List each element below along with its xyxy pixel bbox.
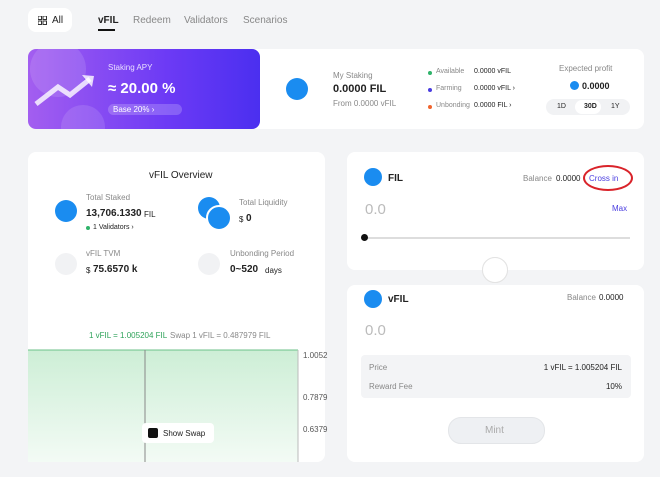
stat-value: 13,706.1330 bbox=[86, 208, 142, 219]
tab-underline bbox=[98, 29, 115, 31]
overview-title: vFIL Overview bbox=[149, 170, 213, 181]
apy-label: Staking APY bbox=[108, 63, 153, 72]
token: vFIL bbox=[388, 294, 409, 305]
balance: 0.0000 bbox=[599, 293, 624, 302]
clock-icon bbox=[198, 253, 220, 275]
axis-label: 0.6379 bbox=[303, 425, 328, 434]
stat-value: 0~520 bbox=[230, 264, 259, 275]
my-staking-label: My Staking bbox=[333, 71, 373, 80]
my-staking-from: From 0.0000 vFIL bbox=[333, 99, 397, 108]
stat-prefix: $ bbox=[86, 266, 91, 275]
highlight-ring bbox=[583, 165, 633, 191]
switch-button[interactable] bbox=[482, 257, 508, 283]
axis-label: 0.7879 bbox=[303, 393, 328, 402]
tab[interactable]: vFIL bbox=[98, 15, 119, 26]
status-dot bbox=[428, 71, 432, 75]
stat-prefix: $ bbox=[239, 215, 244, 224]
balance-label: Balance bbox=[567, 293, 596, 302]
amount-output: 0.0 bbox=[365, 322, 386, 339]
stat-label: Total Liquidity bbox=[239, 198, 288, 207]
axis-label: 1.0052 bbox=[303, 351, 328, 360]
toggle-box[interactable] bbox=[142, 423, 214, 443]
staking-card bbox=[249, 49, 644, 129]
validators-link[interactable]: 1 Validators › bbox=[93, 224, 134, 231]
fil-dot bbox=[570, 81, 579, 90]
stat-unit: days bbox=[265, 266, 282, 275]
tab[interactable]: Redeem bbox=[133, 15, 171, 26]
vfil-icon bbox=[364, 290, 382, 308]
cross-in-link[interactable]: Cross in bbox=[589, 174, 619, 183]
tab[interactable]: Validators bbox=[184, 15, 228, 26]
max-button[interactable]: Max bbox=[612, 204, 628, 213]
stat-label: Total Staked bbox=[86, 193, 131, 202]
fil-icon bbox=[364, 168, 382, 186]
detail-label: Price bbox=[369, 363, 388, 372]
stat-unit: FIL bbox=[144, 210, 156, 219]
period[interactable]: 1Y bbox=[611, 103, 620, 110]
rate-label: 1 vFIL = 1.005204 FIL bbox=[89, 331, 168, 340]
banner-art bbox=[30, 49, 105, 129]
stat-value: 0 bbox=[246, 213, 252, 224]
detail-label: Reward Fee bbox=[369, 382, 413, 391]
mint-button[interactable] bbox=[448, 417, 545, 444]
slider-track[interactable] bbox=[364, 237, 630, 239]
stat-label: Unbonding Period bbox=[230, 249, 295, 258]
profit-label: Expected profit bbox=[559, 64, 613, 73]
toggle-label[interactable]: Show Swap bbox=[163, 429, 206, 438]
row-value: 0.0000 vFIL bbox=[474, 68, 511, 75]
amount-input[interactable]: 0.0 bbox=[365, 201, 386, 218]
details-box bbox=[361, 355, 631, 398]
row-label: Farming bbox=[436, 85, 462, 92]
stat-value: 75.6570 k bbox=[93, 264, 138, 275]
fil-icon bbox=[55, 200, 77, 222]
vfil-icon bbox=[206, 205, 232, 231]
period[interactable]: 1D bbox=[557, 103, 566, 110]
balance-label: Balance bbox=[523, 174, 552, 183]
mint-label[interactable]: Mint bbox=[485, 425, 504, 436]
slider-thumb[interactable] bbox=[361, 234, 368, 241]
status-dot bbox=[86, 226, 90, 230]
apy-base[interactable]: Base 20% › bbox=[108, 104, 182, 115]
tab[interactable]: Scenarios bbox=[243, 15, 288, 26]
detail-value: 1 vFIL = 1.005204 FIL bbox=[543, 363, 622, 372]
token: FIL bbox=[388, 173, 403, 184]
tab-all[interactable] bbox=[28, 8, 72, 32]
tab-label[interactable]: All bbox=[52, 15, 64, 26]
stat-label: vFIL TVM bbox=[86, 249, 121, 258]
swap-rate-label: Swap 1 vFIL = 0.487979 FIL bbox=[170, 331, 271, 340]
period[interactable]: 30D bbox=[584, 103, 597, 110]
tvm-icon bbox=[55, 253, 77, 275]
status-dot bbox=[428, 88, 432, 92]
chart-area bbox=[28, 350, 298, 462]
fil-icon bbox=[286, 78, 308, 100]
row-value[interactable]: 0.0000 FIL › bbox=[474, 102, 512, 109]
row-label: Available bbox=[436, 68, 465, 75]
checkbox[interactable] bbox=[148, 428, 158, 438]
profit-value: 0.0000 bbox=[582, 81, 610, 91]
balance: 0.0000 bbox=[556, 174, 581, 183]
my-staking-amount: 0.0000 FIL bbox=[333, 83, 387, 95]
row-value[interactable]: 0.0000 vFIL › bbox=[474, 85, 515, 92]
status-dot bbox=[428, 105, 432, 109]
detail-value: 10% bbox=[605, 382, 622, 391]
period-active bbox=[575, 100, 601, 114]
apy-value: ≈ 20.00 % bbox=[108, 80, 176, 97]
rate-chart bbox=[28, 349, 299, 462]
apy-banner bbox=[28, 49, 260, 129]
grid-icon bbox=[38, 16, 47, 25]
row-label: Unbonding bbox=[436, 102, 470, 109]
